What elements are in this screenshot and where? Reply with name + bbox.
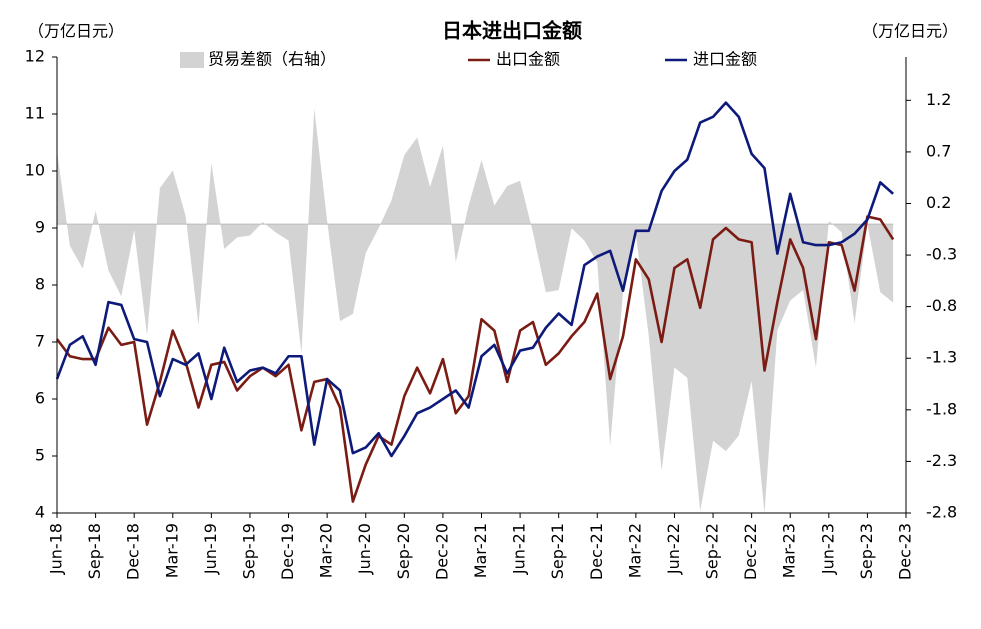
x-tick-label: Dec-18: [124, 523, 143, 580]
x-tick-label: Jun-20: [355, 523, 374, 575]
x-tick-label: Sep-19: [239, 523, 258, 579]
y-tick-label: 11: [25, 104, 45, 123]
x-tick-label: Mar-19: [162, 523, 181, 578]
y-tick-label: 5: [35, 446, 45, 465]
y2-tick-label: -2.3: [926, 451, 957, 470]
x-tick-label: Dec-23: [896, 523, 915, 580]
x-tick-label: Jun-19: [201, 523, 220, 575]
x-tick-label: Dec-20: [432, 523, 451, 580]
y-tick-label: 4: [35, 503, 45, 522]
legend-label: 进口金额: [693, 50, 757, 69]
y-tick-label: 9: [35, 218, 45, 237]
y2-tick-label: -0.8: [926, 296, 957, 315]
y-axis-label: （万亿日元）: [28, 22, 124, 41]
x-tick-label: Mar-21: [471, 523, 490, 578]
legend-label: 贸易差额（右轴）: [208, 50, 336, 69]
x-tick-label: Jun-23: [818, 523, 837, 575]
y-tick-label: 8: [35, 275, 45, 294]
x-tick-label: Jun-22: [664, 523, 683, 575]
y2-tick-label: 0.7: [926, 141, 951, 160]
x-tick-label: Jun-18: [47, 523, 66, 575]
x-tick-label: Dec-19: [278, 523, 297, 580]
x-tick-label: Sep-22: [703, 523, 722, 579]
x-tick-label: Mar-22: [625, 523, 644, 578]
x-tick-label: Sep-18: [85, 523, 104, 579]
y2-tick-label: 1.2: [926, 90, 951, 109]
legend-swatch: [180, 52, 204, 68]
x-tick-label: Jun-21: [510, 523, 529, 575]
y2-tick-label: -0.3: [926, 245, 957, 264]
x-tick-label: Dec-22: [741, 523, 760, 580]
series-line: [55, 101, 894, 458]
x-tick-label: Mar-23: [780, 523, 799, 578]
chart-title: 日本进出口金额: [442, 19, 582, 43]
legend-label: 出口金额: [496, 50, 560, 69]
x-tick-label: Sep-21: [548, 523, 567, 579]
x-tick-label: Dec-21: [587, 523, 606, 580]
x-tick-label: Sep-23: [857, 523, 876, 579]
y2-tick-label: -1.3: [926, 348, 957, 367]
trade-balance-area: [57, 108, 894, 513]
y-tick-label: 12: [25, 47, 45, 66]
y-tick-label: 10: [25, 161, 45, 180]
x-tick-label: Sep-20: [394, 523, 413, 579]
y2-tick-label: -1.8: [926, 399, 957, 418]
y2-axis-label: （万亿日元）: [862, 22, 958, 41]
series-line: [55, 215, 895, 503]
x-tick-label: Mar-20: [317, 523, 336, 578]
y2-tick-label: -2.8: [926, 503, 957, 522]
y-tick-label: 6: [35, 389, 45, 408]
y2-tick-label: 0.2: [926, 193, 951, 212]
y-tick-label: 7: [35, 332, 45, 351]
